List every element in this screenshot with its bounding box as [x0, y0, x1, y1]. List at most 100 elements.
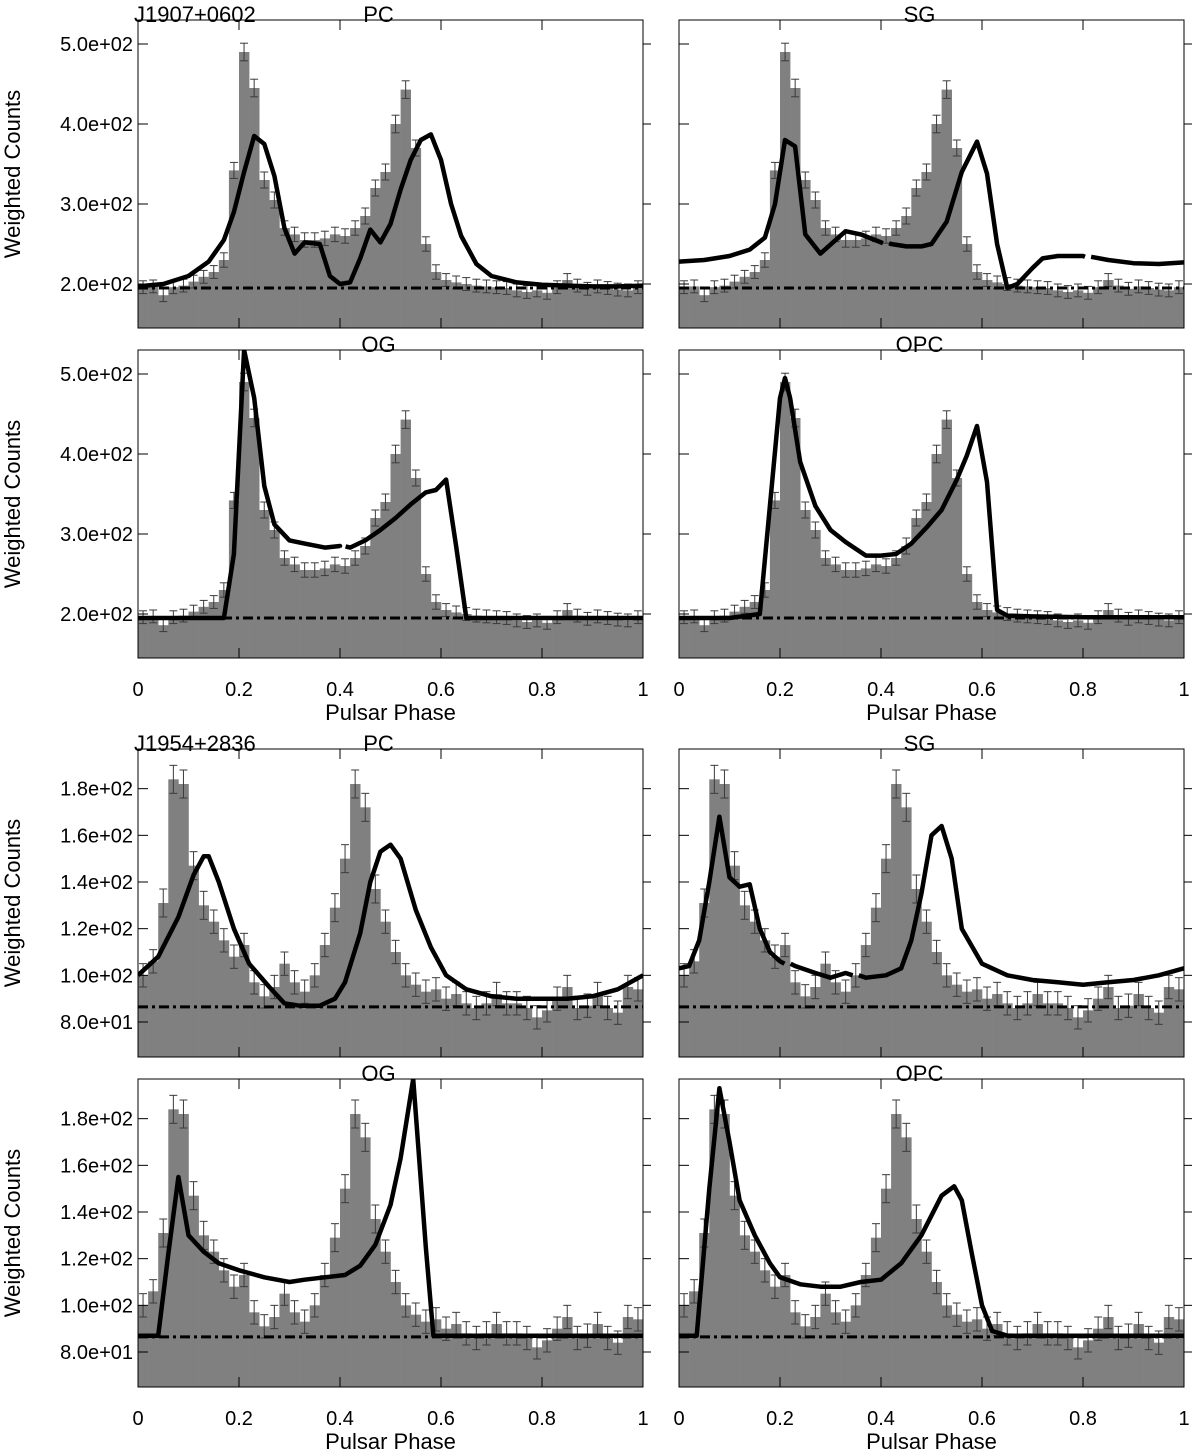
histogram-bar	[552, 617, 563, 658]
histogram-bar	[299, 240, 310, 328]
histogram-bar	[521, 1338, 533, 1387]
histogram-bar	[992, 1324, 1003, 1387]
model-curve	[679, 814, 786, 971]
histogram-bar	[430, 989, 442, 1057]
histogram-bar	[1012, 285, 1023, 328]
histogram-bar	[350, 784, 361, 1057]
histogram-bar	[769, 1286, 781, 1387]
histogram-bar	[1072, 1347, 1084, 1387]
histogram-bar	[860, 568, 872, 658]
histogram-bar	[971, 602, 983, 658]
panel-title: SG	[904, 731, 936, 756]
histogram-bar	[870, 564, 882, 658]
y-tick-label: 2.0e+02	[60, 274, 133, 296]
histogram-bar	[810, 987, 821, 1057]
histogram-bar	[592, 1324, 603, 1387]
y-axis-label: Weighted Counts	[0, 1149, 25, 1317]
histogram-bar	[749, 602, 761, 658]
histogram-bar	[1083, 1010, 1094, 1057]
histogram-bar	[679, 617, 690, 658]
pulsar-group-j1954p2836: 8.0e+01 1.0e+02 1.2e+02 1.4e+02 1.6e+02 1.8e+…	[0, 731, 1192, 1451]
histogram-bar	[992, 612, 1003, 658]
y-tick-label: 1.4e+02	[60, 1202, 133, 1224]
y-tick-label: 8.0e+01	[60, 1012, 133, 1034]
histogram-bar	[739, 606, 750, 658]
y-tick-label: 8.0e+01	[60, 1342, 133, 1364]
histogram-bar	[622, 290, 634, 328]
histogram-bar	[249, 418, 260, 658]
histogram-bar	[1153, 1012, 1165, 1057]
histogram-bar	[138, 617, 149, 658]
histogram-bar	[679, 1305, 690, 1387]
histogram-bar	[430, 272, 442, 328]
histogram-bar	[729, 611, 740, 658]
histogram-bar	[1143, 288, 1154, 328]
histogram-bar	[400, 1305, 411, 1387]
histogram-bar	[901, 1137, 912, 1387]
histogram-bar	[1012, 1008, 1023, 1057]
histogram-bar	[1163, 290, 1175, 328]
histogram-bar	[759, 940, 771, 1057]
y-tick-label: 1.8e+02	[60, 1109, 133, 1131]
histogram-bar	[709, 617, 720, 658]
histogram-bar	[531, 1017, 543, 1057]
histogram-bar	[1133, 994, 1144, 1057]
y-tick-label: 1.0e+02	[60, 965, 133, 987]
histogram-bar	[572, 1338, 583, 1387]
histogram-bar	[810, 200, 821, 328]
histogram-bar	[951, 478, 963, 658]
histogram-bar	[1143, 618, 1154, 658]
histogram-bar	[632, 617, 643, 658]
histogram-bar	[769, 170, 781, 328]
histogram-bar	[830, 564, 841, 658]
y-tick-label: 4.0e+02	[60, 114, 133, 136]
histogram-bar	[592, 616, 603, 658]
x-tick-label: 0.8	[1069, 1408, 1097, 1430]
histogram-bar	[188, 1195, 199, 1387]
histogram-bar	[279, 228, 290, 328]
histogram-bar	[1093, 1328, 1104, 1387]
plot-area	[138, 764, 643, 1057]
histogram-bar	[572, 1008, 583, 1057]
histogram-bar	[441, 280, 452, 328]
histogram-bar	[1173, 617, 1184, 658]
histogram-bar	[719, 285, 730, 328]
histogram-bar	[612, 289, 624, 328]
histogram-bar	[689, 1291, 700, 1387]
histogram-bar	[279, 558, 290, 658]
histogram-bar	[228, 500, 240, 658]
histogram-bar	[521, 292, 533, 328]
histogram-bar	[148, 616, 159, 658]
histogram-bar	[400, 89, 411, 328]
histogram-bar	[148, 286, 159, 328]
y-tick-label: 1.6e+02	[60, 1155, 133, 1177]
x-tick-label: 0.2	[225, 1408, 253, 1430]
histogram-bar	[228, 956, 240, 1057]
histogram-bar	[921, 502, 932, 658]
x-tick-label: 0.8	[528, 679, 556, 701]
x-axis-label: Pulsar Phase	[325, 1429, 456, 1451]
histogram-bar	[552, 998, 563, 1057]
histogram-bar	[780, 945, 791, 1057]
model-curve	[789, 961, 854, 980]
histogram-bar	[289, 234, 300, 328]
histogram-bar	[679, 975, 690, 1057]
histogram-bar	[400, 975, 411, 1057]
histogram-bar	[840, 240, 851, 328]
pulsar-name: J1907+0602	[134, 2, 256, 27]
x-tick-label: 0.6	[968, 1408, 996, 1430]
histogram-bar	[299, 991, 310, 1057]
histogram-bar	[891, 228, 902, 328]
histogram-bar	[1083, 292, 1094, 328]
histogram-bar	[239, 52, 250, 328]
histogram-bar	[1113, 615, 1124, 658]
histogram-bar	[461, 284, 472, 328]
model-curve	[138, 1079, 643, 1338]
histogram-bar	[370, 518, 381, 658]
histogram-bar	[971, 989, 983, 1057]
histogram-bar	[390, 124, 401, 328]
panel-frame	[678, 19, 1185, 329]
histogram-bar	[360, 807, 371, 1057]
histogram-bar	[168, 617, 179, 658]
histogram-bar	[329, 564, 341, 658]
